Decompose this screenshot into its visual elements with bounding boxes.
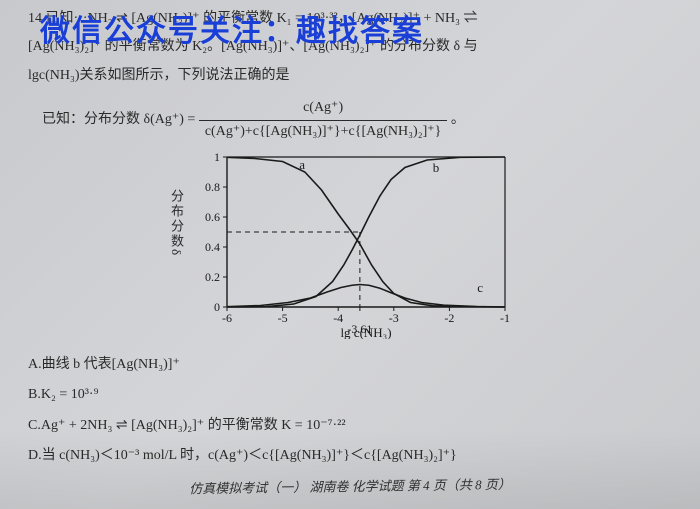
distribution-chart: 00.20.40.60.81-6-5-4-3.61-3-2-1abclg c(N… xyxy=(185,149,515,339)
answer-options: A.曲线 b 代表[Ag(NH₃)]⁺ B.K₂ = 10³·⁹ C.Ag⁺ +… xyxy=(28,354,672,468)
svg-text:1: 1 xyxy=(214,150,220,164)
known-prefix: 已知：分布分数 δ(Ag⁺) = xyxy=(42,112,199,127)
svg-text:-5: -5 xyxy=(278,311,288,325)
svg-text:lg c(NH₃): lg c(NH₃) xyxy=(340,325,391,339)
svg-text:0.4: 0.4 xyxy=(205,240,220,254)
fraction-numerator: c(Ag⁺) xyxy=(199,97,448,120)
page-footer: 仿真模拟考试（一） 湖南卷 化学试题 第 4 页（共 8 页） xyxy=(28,471,672,499)
formula-period: 。 xyxy=(451,112,465,127)
chart-container: 分布分数δ 00.20.40.60.81-6-5-4-3.61-3-2-1abc… xyxy=(185,149,515,344)
watermark-text: 微信公众号关注：趣找答案 xyxy=(40,6,424,50)
fraction: c(Ag⁺) c(Ag⁺)+c{[Ag(NH₃)]⁺}+c{[Ag(NH₃)₂]… xyxy=(199,97,448,143)
svg-text:b: b xyxy=(433,160,440,175)
svg-text:-2: -2 xyxy=(444,311,454,325)
known-formula: 已知：分布分数 δ(Ag⁺) = c(Ag⁺) c(Ag⁺)+c{[Ag(NH₃… xyxy=(42,97,672,143)
svg-text:-3: -3 xyxy=(389,311,399,325)
svg-text:-4: -4 xyxy=(333,311,343,325)
option-c: C.Ag⁺ + 2NH₃ ⇌ [Ag(NH₃)₂]⁺ 的平衡常数 K = 10⁻… xyxy=(28,415,672,437)
svg-text:a: a xyxy=(299,157,305,172)
option-b: B.K₂ = 10³·⁹ xyxy=(28,384,672,406)
svg-text:c: c xyxy=(477,280,483,295)
svg-text:0.6: 0.6 xyxy=(205,210,220,224)
option-a: A.曲线 b 代表[Ag(NH₃)]⁺ xyxy=(28,354,672,376)
chart-y-label: 分布分数δ xyxy=(167,189,186,257)
svg-text:-1: -1 xyxy=(500,311,510,325)
question-line-3: lgc(NH₃)关系如图所示，下列说法正确的是 xyxy=(28,65,672,87)
svg-text:0.2: 0.2 xyxy=(205,270,220,284)
svg-text:0: 0 xyxy=(214,300,220,314)
svg-text:0.8: 0.8 xyxy=(205,180,220,194)
option-d: D.当 c(NH₃)＜10⁻³ mol/L 时，c(Ag⁺)＜c{[Ag(NH₃… xyxy=(28,445,672,467)
fraction-denominator: c(Ag⁺)+c{[Ag(NH₃)]⁺}+c{[Ag(NH₃)₂]⁺} xyxy=(199,121,448,143)
svg-text:-6: -6 xyxy=(222,311,232,325)
